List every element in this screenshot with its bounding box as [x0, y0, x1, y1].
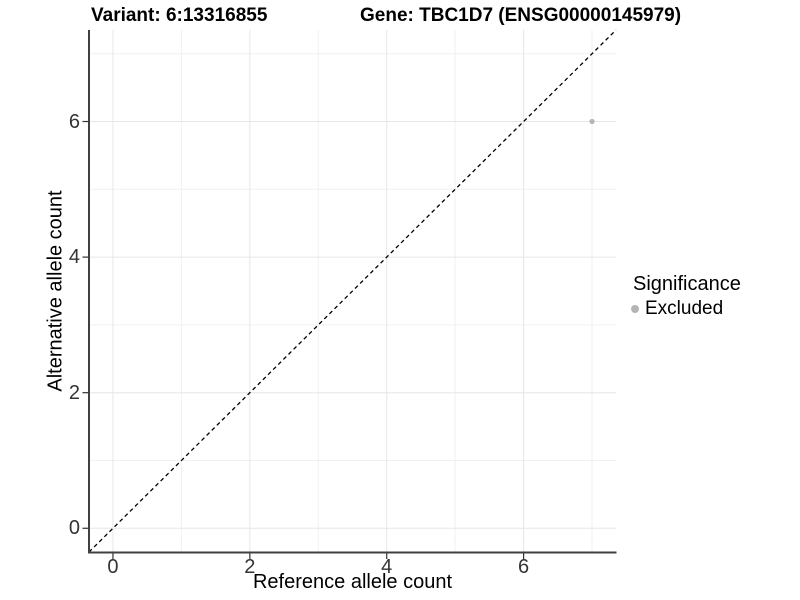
variant-title: Variant: 6:13316855	[91, 5, 268, 26]
legend-entry: Excluded	[630, 298, 741, 320]
gene-title: Gene: TBC1D7 (ENSG00000145979)	[360, 5, 682, 26]
legend-entry-label: Excluded	[645, 298, 724, 319]
legend: Significance Excluded	[630, 273, 741, 320]
identity-line	[88, 29, 617, 553]
x-tick-label: 4	[381, 556, 393, 578]
legend-entries: Excluded	[630, 298, 741, 320]
y-tick-label: 0	[68, 517, 80, 540]
legend-key-dot	[631, 305, 639, 313]
x-tick-label: 2	[244, 556, 256, 578]
y-tick-label: 2	[68, 381, 80, 404]
x-tick-label: 0	[107, 556, 119, 578]
y-tick-label: 4	[68, 246, 80, 269]
legend-title: Significance	[633, 273, 741, 295]
x-tick-label: 6	[518, 556, 530, 578]
y-tick-label: 6	[68, 110, 80, 133]
x-axis-title: Reference allele count	[252, 571, 452, 593]
y-axis-title: Alternative allele count	[44, 190, 67, 392]
data-point	[589, 118, 595, 125]
